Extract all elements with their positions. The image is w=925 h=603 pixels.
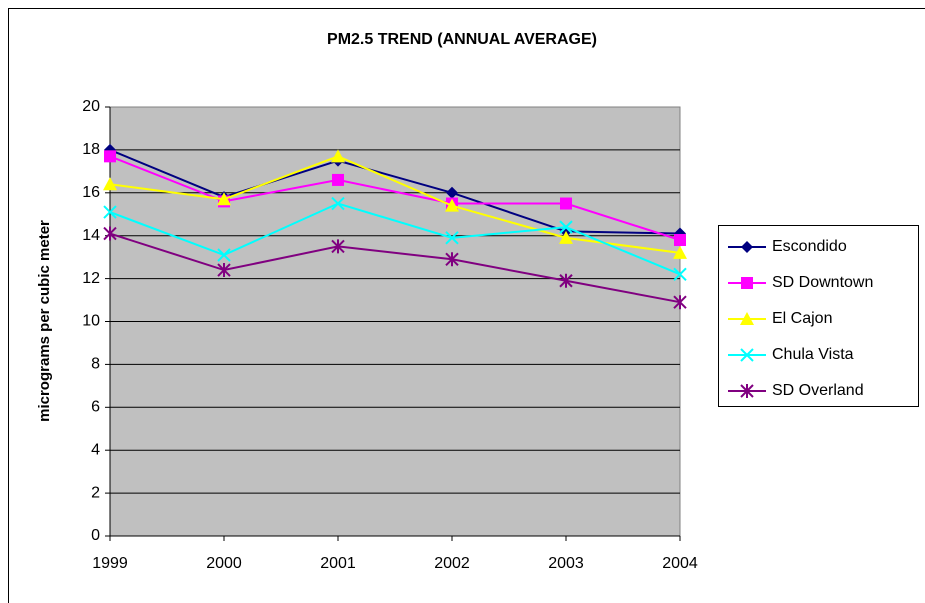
marker [559, 230, 573, 244]
series-line [109, 148, 681, 235]
chart-title: PM2.5 TREND (ANNUAL AVERAGE) [327, 31, 597, 48]
marker [331, 149, 345, 163]
marker [673, 295, 687, 310]
legend [718, 225, 919, 407]
marker [103, 205, 117, 219]
y-axis-title: micrograms per cubic meter [36, 220, 53, 422]
marker [673, 267, 687, 282]
y-tick-label: 2 [91, 484, 100, 501]
x-tick-label: 2003 [548, 555, 584, 572]
marker [332, 173, 344, 186]
marker [741, 277, 753, 289]
y-tick-label: 8 [91, 356, 100, 373]
series-line [109, 202, 681, 276]
y-tick-label: 6 [91, 399, 100, 416]
y-tick-label: 0 [91, 527, 100, 544]
marker [741, 241, 753, 253]
legend-label: El Cajon [772, 310, 832, 327]
y-tick-label: 12 [82, 270, 100, 287]
marker [445, 252, 459, 267]
x-tick-label: 1999 [92, 555, 128, 572]
marker [217, 192, 231, 206]
marker [103, 226, 117, 241]
marker [560, 197, 572, 210]
x-tick-label: 2002 [434, 555, 470, 572]
y-tick-label: 16 [82, 184, 100, 201]
marker [740, 312, 754, 325]
x-tick-label: 2000 [206, 555, 242, 572]
marker [445, 198, 459, 212]
legend-label: Escondido [772, 238, 847, 255]
x-tick-label: 2004 [662, 555, 698, 572]
marker [559, 220, 573, 234]
marker [446, 186, 458, 199]
y-tick-label: 4 [91, 441, 100, 458]
marker [740, 384, 754, 398]
marker [104, 150, 116, 163]
marker [445, 231, 459, 245]
marker [331, 196, 345, 211]
series-line [109, 155, 681, 241]
marker [217, 263, 231, 278]
marker [673, 245, 687, 259]
marker [740, 348, 754, 362]
y-tick-label: 18 [82, 141, 100, 158]
legend-label: SD Overland [772, 382, 864, 399]
x-tick-label: 2001 [320, 555, 356, 572]
series-line [109, 232, 681, 304]
y-tick-label: 10 [82, 313, 100, 330]
legend-label: SD Downtown [772, 274, 873, 291]
y-tick-label: 14 [82, 227, 100, 244]
y-tick-label: 20 [82, 98, 100, 115]
marker [103, 177, 117, 191]
marker [217, 248, 231, 262]
marker [674, 233, 686, 246]
legend-label: Chula Vista [772, 346, 854, 363]
marker [559, 273, 573, 288]
series-line [109, 155, 681, 254]
marker [331, 239, 345, 254]
